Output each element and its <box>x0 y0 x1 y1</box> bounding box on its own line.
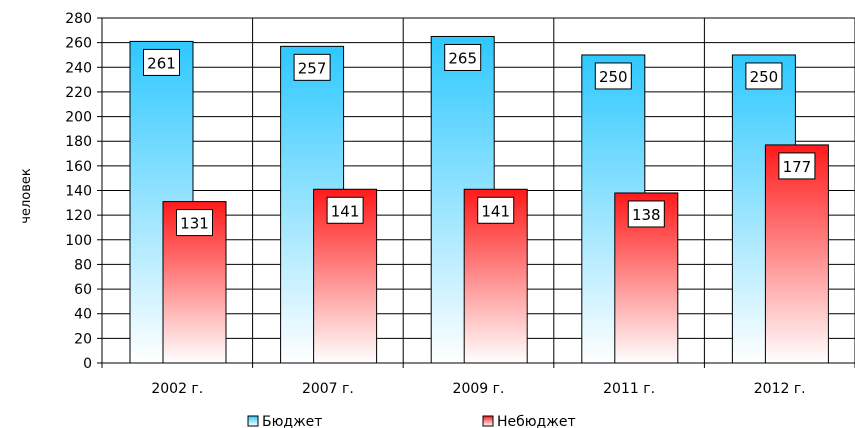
data-label-box <box>293 53 331 81</box>
bar-nonbudget <box>313 188 378 364</box>
legend-label: Небюджет <box>497 414 576 428</box>
axes: 0 20 40 60 80 100 120 140 160 180 200 220 240 260 280 2… <box>65 11 855 397</box>
data-label-box <box>745 62 783 90</box>
y-tick-label: 260 <box>65 36 92 52</box>
y-tick-label: 180 <box>65 134 92 150</box>
bars <box>129 35 829 364</box>
x-tick-label: 2009 г. <box>453 381 505 397</box>
x-tick-label: 2012 г. <box>754 381 806 397</box>
legend-item: Небюджет <box>482 414 576 428</box>
y-axis-label: человек <box>19 168 34 224</box>
data-label-box <box>778 152 816 180</box>
data-label-box <box>326 196 364 224</box>
y-tick-label: 40 <box>74 307 92 323</box>
y-tick-label: 200 <box>65 110 92 126</box>
bar-nonbudget <box>764 144 829 364</box>
y-tick-label: 160 <box>65 159 92 175</box>
data-label: 141 <box>481 202 510 220</box>
data-label: 257 <box>298 59 327 77</box>
data-labels: 261 131 257 141 265 141 250 138 250 177 <box>143 43 816 237</box>
x-tick-label: 2007 г. <box>302 381 354 397</box>
data-label: 141 <box>331 202 360 220</box>
x-tick-label: 2002 г. <box>151 381 203 397</box>
y-tick-label: 280 <box>65 11 92 27</box>
y-tick-label: 220 <box>65 85 92 101</box>
x-tick-label: 2011 г. <box>603 381 655 397</box>
data-label: 265 <box>448 49 477 67</box>
data-label-box <box>627 200 665 228</box>
legend: Бюджет Небюджет <box>247 414 576 428</box>
y-tick-label: 80 <box>74 257 92 273</box>
y-tick-label: 100 <box>65 233 92 249</box>
data-label-box <box>594 62 632 90</box>
y-tick-label: 240 <box>65 60 92 76</box>
legend-label: Бюджет <box>262 414 322 428</box>
data-label: 261 <box>147 54 176 72</box>
data-label-box <box>143 48 180 76</box>
data-label: 250 <box>750 68 779 86</box>
data-label-box <box>444 43 482 71</box>
data-label: 138 <box>632 206 661 224</box>
legend-item: Бюджет <box>247 414 322 428</box>
data-label: 177 <box>783 158 812 176</box>
data-label: 250 <box>599 68 628 86</box>
y-tick-label: 60 <box>74 282 92 298</box>
y-tick-label: 20 <box>74 331 92 347</box>
y-tick-label: 140 <box>65 184 92 200</box>
data-label-box <box>176 209 213 237</box>
legend-swatch-nonbudget <box>482 415 494 427</box>
y-tick-label: 120 <box>65 208 92 224</box>
legend-swatch-budget <box>247 415 259 427</box>
data-label: 131 <box>180 215 209 233</box>
y-tick-label: 0 <box>83 356 92 372</box>
data-label-box <box>477 196 515 224</box>
